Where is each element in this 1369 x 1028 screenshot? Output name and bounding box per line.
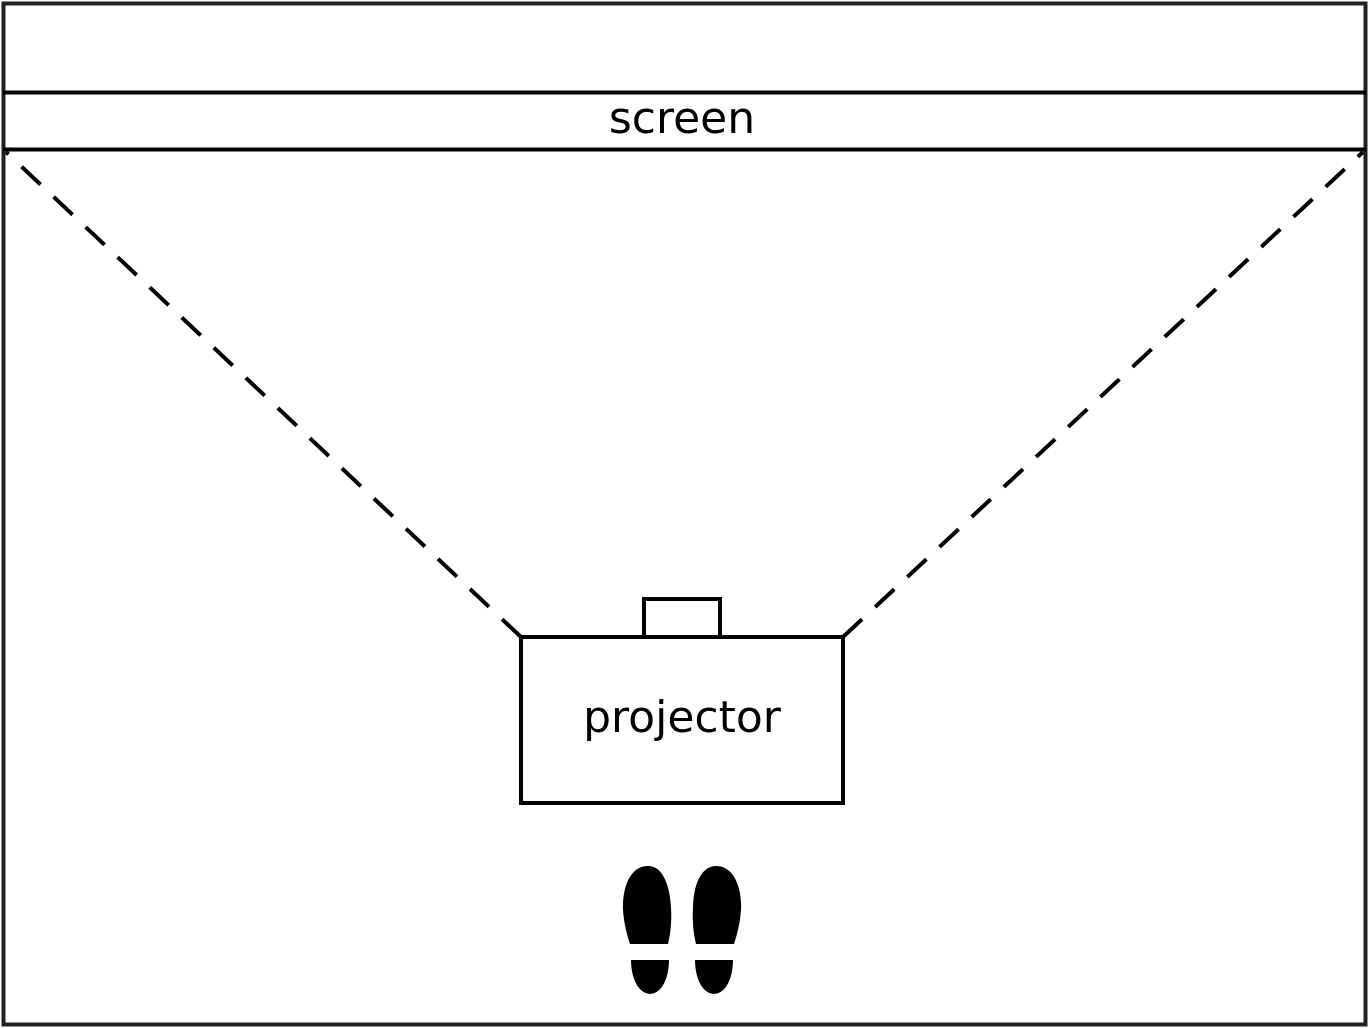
- right-heel: [695, 960, 733, 994]
- right-sole: [692, 866, 742, 944]
- footprints-icon: [622, 866, 742, 994]
- screen: screen: [3, 90, 1366, 152]
- left-sole: [622, 866, 672, 944]
- beam-right: [841, 150, 1365, 639]
- left-heel: [631, 960, 669, 994]
- projector-label: projector: [583, 692, 782, 743]
- projection-beams: [4, 150, 1365, 639]
- projector: projector: [519, 597, 845, 805]
- projector-lens: [642, 597, 722, 639]
- screen-label: screen: [609, 93, 755, 144]
- beam-left: [4, 150, 523, 639]
- projector-body: [519, 635, 845, 805]
